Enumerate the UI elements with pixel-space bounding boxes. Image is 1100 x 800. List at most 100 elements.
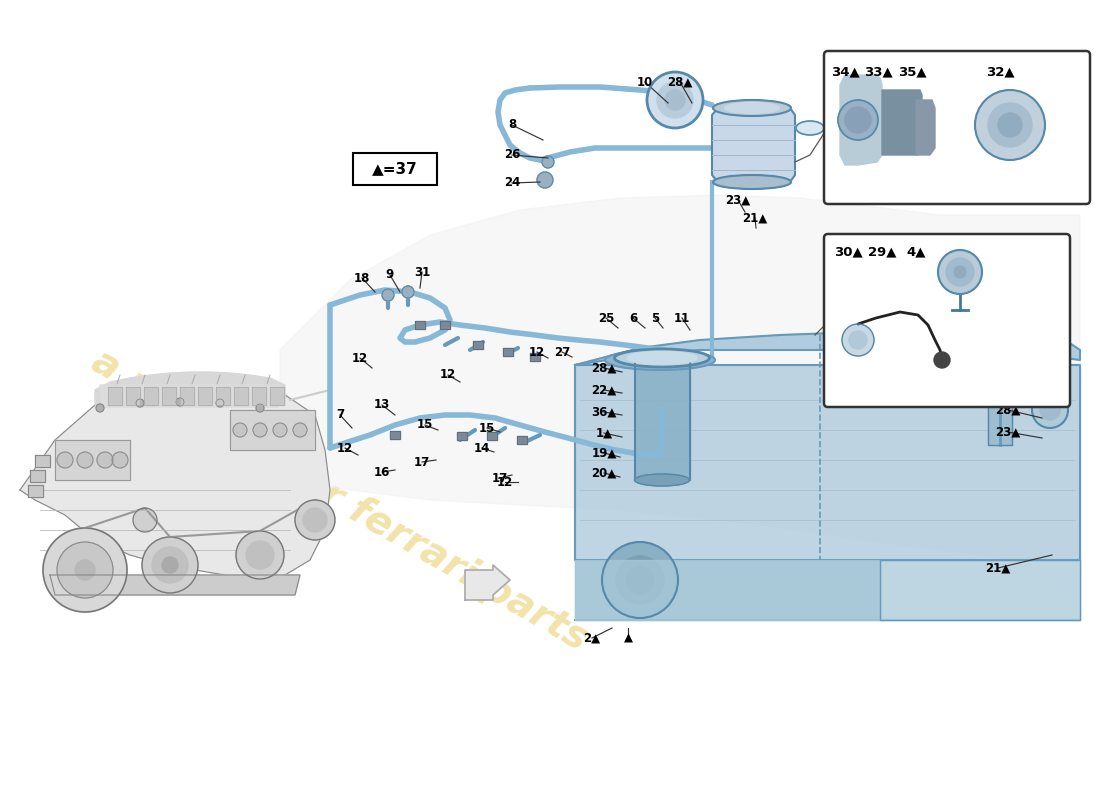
Polygon shape xyxy=(840,75,882,165)
Polygon shape xyxy=(180,387,194,405)
Circle shape xyxy=(176,398,184,406)
Text: 6: 6 xyxy=(629,311,637,325)
Circle shape xyxy=(216,399,224,407)
Ellipse shape xyxy=(713,175,791,189)
Circle shape xyxy=(1032,392,1068,428)
FancyBboxPatch shape xyxy=(824,234,1070,407)
Polygon shape xyxy=(503,348,513,356)
Polygon shape xyxy=(280,195,1080,560)
Text: 14: 14 xyxy=(474,442,491,454)
Circle shape xyxy=(946,258,974,286)
Circle shape xyxy=(382,289,394,301)
Polygon shape xyxy=(35,455,50,467)
Circle shape xyxy=(293,423,307,437)
Text: 23▲: 23▲ xyxy=(725,194,750,206)
Polygon shape xyxy=(635,358,690,480)
Circle shape xyxy=(402,286,414,298)
Circle shape xyxy=(934,352,950,368)
Text: 35▲: 35▲ xyxy=(898,65,926,78)
Text: 12: 12 xyxy=(440,369,456,382)
Text: 17: 17 xyxy=(414,455,430,469)
Circle shape xyxy=(975,90,1045,160)
Circle shape xyxy=(273,423,287,437)
Polygon shape xyxy=(390,431,400,439)
Text: ▲=37: ▲=37 xyxy=(372,162,418,177)
Circle shape xyxy=(537,172,553,188)
Polygon shape xyxy=(162,387,176,405)
Text: 8: 8 xyxy=(508,118,516,131)
Text: 30▲: 30▲ xyxy=(834,245,862,258)
Polygon shape xyxy=(440,321,450,329)
Text: 12: 12 xyxy=(352,351,368,365)
Polygon shape xyxy=(50,575,300,595)
Circle shape xyxy=(136,399,144,407)
Polygon shape xyxy=(234,387,248,405)
Text: 16: 16 xyxy=(374,466,390,478)
Text: 25: 25 xyxy=(597,311,614,325)
Text: 26: 26 xyxy=(504,149,520,162)
Circle shape xyxy=(152,547,188,583)
Ellipse shape xyxy=(725,102,780,114)
Circle shape xyxy=(246,541,274,569)
Ellipse shape xyxy=(627,351,697,365)
Polygon shape xyxy=(575,365,1080,560)
Text: 20▲: 20▲ xyxy=(592,466,617,479)
Circle shape xyxy=(602,542,678,618)
Circle shape xyxy=(295,500,336,540)
Text: 7: 7 xyxy=(336,409,344,422)
Polygon shape xyxy=(108,387,122,405)
Text: 19▲: 19▲ xyxy=(592,446,617,459)
Circle shape xyxy=(233,423,248,437)
Polygon shape xyxy=(916,100,935,155)
Polygon shape xyxy=(880,560,1080,620)
Polygon shape xyxy=(144,387,158,405)
Circle shape xyxy=(616,556,664,604)
Polygon shape xyxy=(30,470,45,482)
Text: 27: 27 xyxy=(554,346,570,358)
Text: 31: 31 xyxy=(414,266,430,278)
Circle shape xyxy=(849,331,867,349)
Text: 22▲: 22▲ xyxy=(592,383,617,397)
Polygon shape xyxy=(575,332,1080,365)
Circle shape xyxy=(938,250,982,294)
Polygon shape xyxy=(575,560,880,620)
Circle shape xyxy=(626,566,654,594)
Circle shape xyxy=(1040,400,1060,420)
Polygon shape xyxy=(517,436,527,444)
Text: 9: 9 xyxy=(386,269,394,282)
Circle shape xyxy=(236,531,284,579)
Circle shape xyxy=(253,423,267,437)
Text: 23▲: 23▲ xyxy=(996,426,1021,438)
Polygon shape xyxy=(126,387,140,405)
Circle shape xyxy=(57,452,73,468)
Text: 28▲: 28▲ xyxy=(996,403,1021,417)
Ellipse shape xyxy=(635,474,690,486)
Polygon shape xyxy=(530,353,540,361)
Polygon shape xyxy=(28,485,43,497)
Circle shape xyxy=(954,266,966,278)
Text: 32▲: 32▲ xyxy=(986,65,1014,78)
Polygon shape xyxy=(473,341,483,349)
Circle shape xyxy=(75,560,95,580)
Ellipse shape xyxy=(615,349,710,367)
Text: 36▲: 36▲ xyxy=(592,406,617,418)
Text: 24: 24 xyxy=(504,177,520,190)
Circle shape xyxy=(998,113,1022,137)
Circle shape xyxy=(96,404,104,412)
Polygon shape xyxy=(415,321,425,329)
Polygon shape xyxy=(216,387,230,405)
Ellipse shape xyxy=(713,100,791,116)
Text: 1▲: 1▲ xyxy=(595,426,613,439)
Circle shape xyxy=(666,90,685,110)
Text: 34▲: 34▲ xyxy=(830,65,859,78)
Circle shape xyxy=(133,508,157,532)
Circle shape xyxy=(657,82,693,118)
Text: 4▲: 4▲ xyxy=(906,245,926,258)
Polygon shape xyxy=(575,560,1080,620)
Circle shape xyxy=(77,452,94,468)
Polygon shape xyxy=(55,440,130,480)
Ellipse shape xyxy=(605,350,715,370)
Circle shape xyxy=(43,528,126,612)
Polygon shape xyxy=(198,387,212,405)
Polygon shape xyxy=(988,365,1012,445)
